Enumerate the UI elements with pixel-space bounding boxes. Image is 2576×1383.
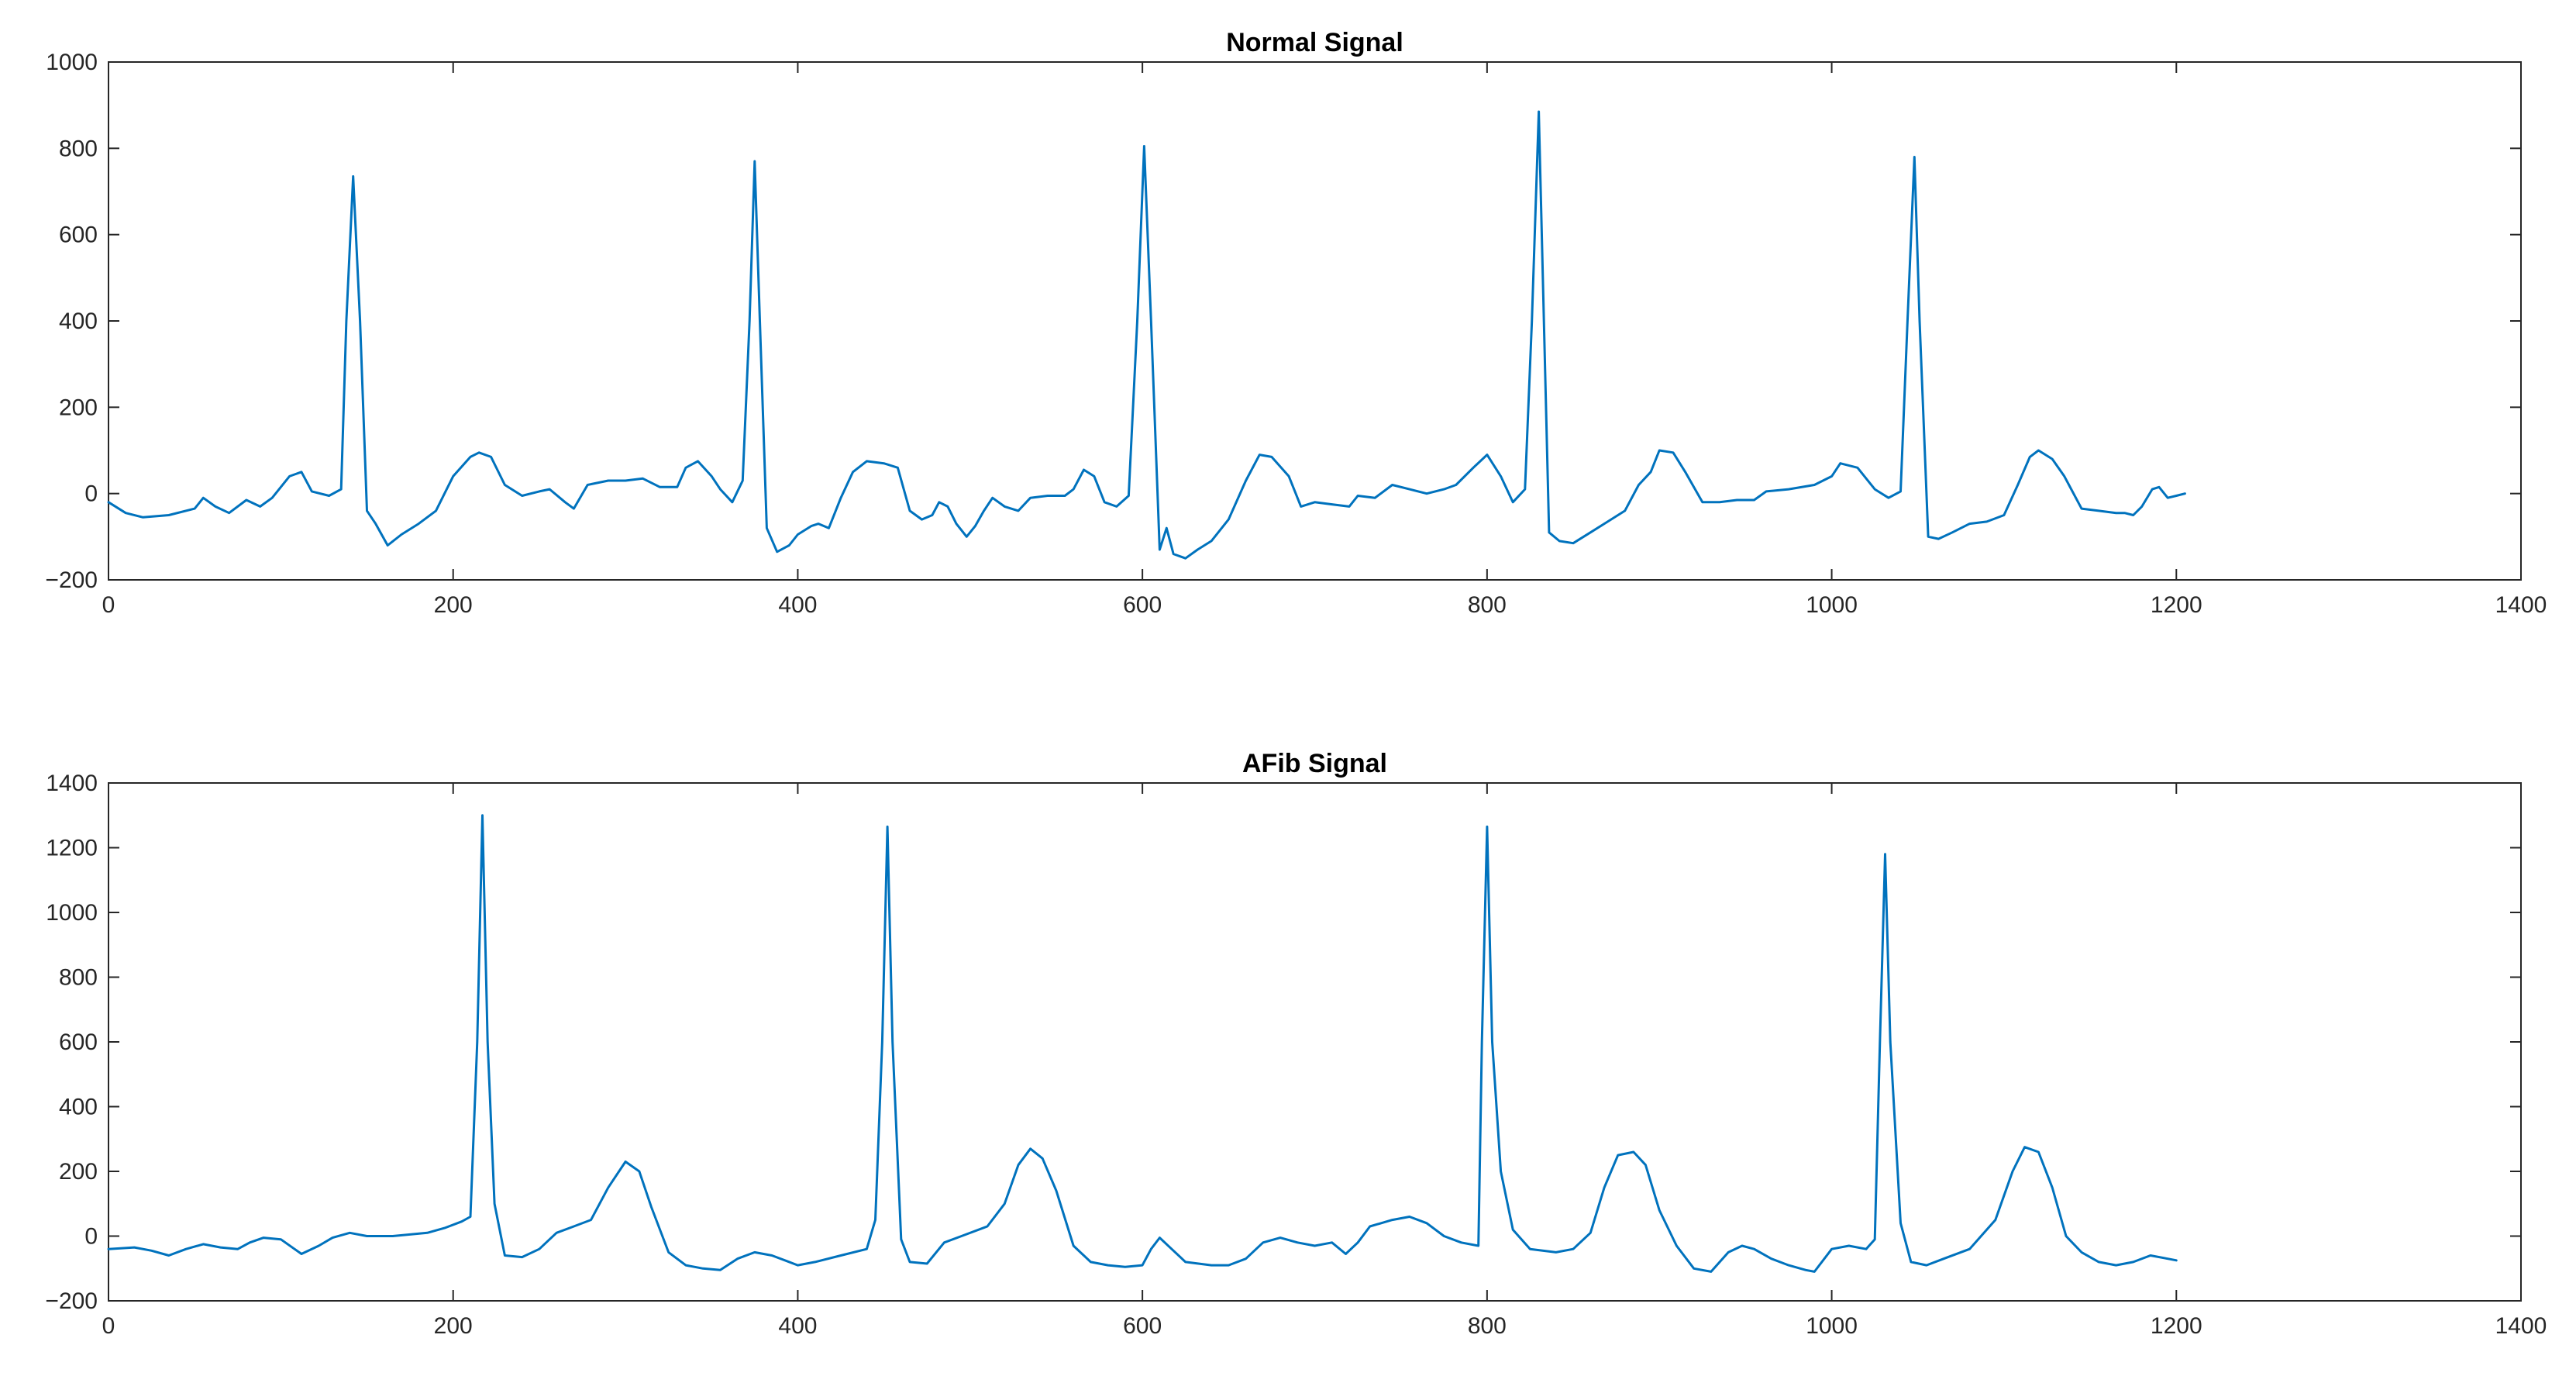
y-tick-label: 400: [59, 1095, 98, 1120]
axes-frame: [108, 782, 2522, 1302]
y-tick-label: 1200: [46, 836, 98, 861]
x-tick-label: 600: [1123, 592, 1162, 618]
y-tick-label: 600: [59, 222, 98, 248]
y-tick-label: 400: [59, 309, 98, 334]
x-tick-label: 400: [778, 592, 817, 618]
y-tick-label: 200: [59, 1159, 98, 1185]
x-tick-label: 800: [1468, 1313, 1507, 1339]
y-tick-label: 1000: [46, 50, 98, 75]
y-tick-label: 800: [59, 136, 98, 161]
y-tick-label: 0: [84, 1224, 98, 1250]
y-tick-label: 0: [84, 481, 98, 507]
chart-title: Normal Signal: [1226, 28, 1403, 57]
x-tick-label: 1400: [2495, 592, 2547, 618]
y-tick-label: −200: [45, 567, 98, 593]
chart-title: AFib Signal: [1242, 749, 1387, 778]
y-tick-label: 200: [59, 395, 98, 420]
y-tick-label: 800: [59, 965, 98, 991]
y-tick-label: 1400: [46, 771, 98, 796]
signal-line: [107, 814, 2178, 1273]
x-tick-label: 1000: [1806, 592, 1858, 618]
x-tick-label: 600: [1123, 1313, 1162, 1339]
x-tick-label: 1200: [2151, 1313, 2202, 1339]
x-tick-label: 1200: [2151, 592, 2202, 618]
x-tick-label: 1400: [2495, 1313, 2547, 1339]
y-tick-label: 1000: [46, 900, 98, 926]
x-tick-label: 400: [778, 1313, 817, 1339]
subplot-2: AFib Signal 0 200 400 600 800 1000 1200 1400 −200…: [45, 749, 2547, 1339]
x-tick-label: 200: [434, 592, 473, 618]
x-tick-label: 0: [102, 592, 115, 618]
x-tick-label: 0: [102, 1313, 115, 1339]
x-tick-label: 800: [1468, 592, 1507, 618]
signal-line: [107, 110, 2186, 560]
x-tick-label: 200: [434, 1313, 473, 1339]
y-tick-label: −200: [45, 1288, 98, 1314]
subplot-1: Normal Signal 0 200 400 600 800 1000 1200 1400 −2…: [45, 28, 2547, 618]
x-tick-label: 1000: [1806, 1313, 1858, 1339]
y-tick-label: 600: [59, 1029, 98, 1055]
